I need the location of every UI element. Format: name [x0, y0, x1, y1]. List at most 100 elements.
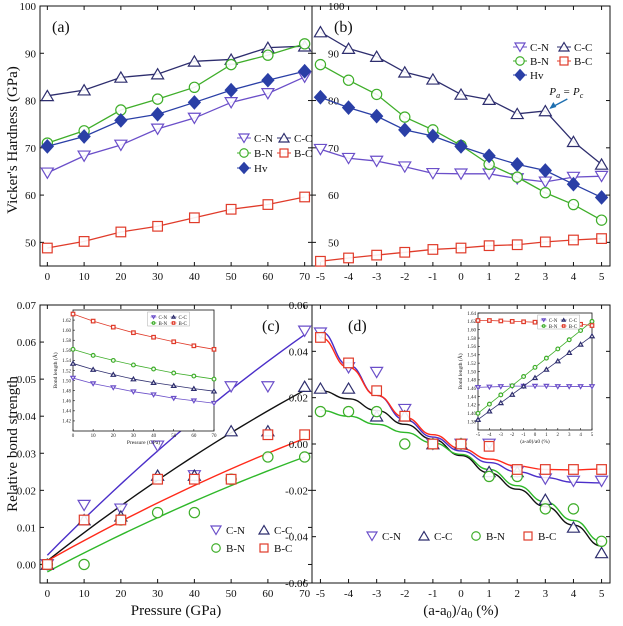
panel-b-xtick-label: -2	[400, 271, 409, 283]
panel-c-inset-legend-label-b-n: B-N	[159, 322, 168, 327]
panel-a-point-c-c	[40, 89, 55, 102]
panel-c-inset-line-b-n	[72, 348, 215, 380]
panel-d-inset-point-b-n	[555, 346, 561, 352]
panel-d-inset-point-b-n	[578, 328, 584, 334]
panel-c: 0 10 20 30 40 50 60 70 0.00 0.01 0.02 0.03 0.04 0.05 0…	[17, 300, 312, 600]
panel-d-xtick-label: 2	[514, 588, 520, 600]
panel-b-point-c-n	[341, 152, 356, 165]
panel-b-annotation: Pa = Pc	[548, 86, 583, 100]
panel-d-inset-legend-label-c-c: C-C	[569, 319, 578, 324]
panel-b-point-c-c	[594, 157, 609, 170]
panel-d-ytick-label: 0.02	[289, 393, 308, 405]
panel-b-point-c-c	[482, 93, 497, 105]
panel-b-legend-marker-hv	[514, 68, 526, 82]
panel-d-inset-legend-marker-b-n	[541, 324, 546, 328]
panel-d-inset-xtick-label: 0	[534, 433, 537, 438]
panel-b-xtick-label: 3	[543, 271, 549, 283]
panel-a-point-c-n	[150, 123, 165, 136]
panel-b-point-c-n	[425, 167, 440, 180]
panel-a-point-b-c	[299, 191, 311, 203]
panel-c-point-b-c	[225, 473, 237, 485]
panel-b-point-c-n	[369, 155, 384, 168]
panel-b-point-hv	[566, 176, 581, 192]
panel-d-point-c-n	[397, 403, 412, 416]
panel-b-point-hv	[398, 122, 412, 138]
y-axis-title-top: Vicker's Hardness (GPa)	[5, 66, 21, 214]
panel-a-ytick-label: 70	[25, 143, 37, 155]
panel-c-ytick-label: 0.03	[17, 448, 37, 460]
panel-b-point-b-n	[595, 214, 608, 226]
panel-d-legend-label-c-c: C-C	[434, 531, 452, 543]
panel-c-inset-point-c-n	[130, 389, 137, 395]
panel-d-ytick-label: 0.00	[289, 439, 309, 451]
panel-a-point-b-n	[225, 58, 237, 71]
panel-a-point-c-c	[150, 67, 165, 80]
panel-c-label: (c)	[262, 318, 280, 335]
panel-d-inset-point-b-c	[589, 323, 595, 328]
panel-d-xtick-label: -5	[316, 588, 326, 600]
panel-c-inset-xtick-label: 0	[72, 434, 75, 439]
y-axis-title-bottom: Relative bond strength	[5, 376, 21, 512]
panel-c-inset-point-c-c	[210, 388, 218, 394]
panel-c-fit-b-c	[47, 437, 305, 562]
panel-b-point-c-c	[425, 72, 440, 85]
panel-c-inset-ytick-label: 1.62	[62, 319, 71, 324]
panel-d-point-c-n	[566, 475, 581, 488]
panel-d-inset-frame	[477, 312, 593, 431]
panel-a-series-line-b-c	[47, 196, 305, 249]
panel-c-inset-legend-label-c-n: C-N	[159, 316, 168, 321]
panel-a-point-c-c	[187, 54, 202, 67]
panel-a-series-line-c-c	[47, 45, 305, 97]
panel-c-ytick-label: 0.04	[17, 411, 37, 423]
panel-c-inset-xtick-label: 60	[191, 434, 197, 439]
panel-d-fit-b-n	[320, 409, 602, 542]
panel-a-ytick-label: 50	[25, 237, 37, 249]
panel-a-point-hv	[224, 82, 238, 98]
panel-d-legend-label-b-c: B-C	[538, 531, 556, 543]
panel-a-point-c-n	[77, 150, 92, 163]
panel-b-legend-label-c-n: C-N	[530, 42, 549, 54]
panel-b-point-c-n	[594, 170, 609, 183]
panel-d-point-b-c	[568, 464, 579, 475]
panel-c-point-b-n	[188, 506, 201, 519]
panel-b-annotation-part: a	[556, 91, 560, 100]
panel-d-inset-point-b-c	[487, 318, 492, 323]
panel-b-point-hv	[313, 89, 328, 105]
panel-a-point-b-c	[188, 212, 200, 224]
panel-a-point-b-c	[225, 203, 237, 215]
panel-c-fit-c-n	[46, 334, 306, 556]
panel-d-legend-marker-b-c	[523, 531, 533, 541]
panel-b-point-b-c	[539, 236, 551, 248]
panel-d-inset-xtick-label: 2	[557, 433, 560, 438]
panel-d-inset-xtick-label: -2	[510, 433, 515, 438]
panel-d-inset-ytick-label: 1.64	[467, 312, 476, 317]
panel-d-inset-point-b-n	[566, 337, 572, 343]
panel-b-point-b-c	[455, 242, 467, 254]
panel-b-legend-label-c-c: C-C	[574, 42, 592, 54]
panel-c-xtick-label: 40	[189, 588, 201, 600]
panel-d-point-b-c	[511, 464, 523, 475]
panel-d-inset-point-c-n	[497, 384, 505, 390]
panel-d-inset-xtick-label: 3	[568, 433, 571, 438]
panel-c-point-b-c	[299, 429, 311, 441]
panel-c-inset-point-c-n	[89, 381, 97, 387]
panel-b-point-hv	[594, 190, 609, 205]
panel-d-inset-point-c-c	[531, 374, 539, 381]
panel-c-inset-ytick-label: 1.54	[62, 359, 71, 364]
panel-a-ytick-label: 80	[25, 96, 37, 108]
panel-d-xtick-label: 4	[571, 588, 577, 600]
panel-a-ytick-label: 60	[25, 190, 37, 202]
panel-d-inset-ytick-label: 1.38	[467, 420, 476, 425]
panel-a-point-b-n	[298, 38, 311, 50]
x-axis-title-right-part2: )/a	[452, 603, 468, 619]
panel-c-point-c-n	[224, 381, 239, 394]
panel-b-point-hv	[482, 148, 496, 164]
panel-a-point-b-n	[188, 81, 201, 94]
panel-b-annotation-arrowhead	[549, 101, 557, 109]
panel-c-inset-xlabel: Pressure (GPa)	[127, 439, 160, 446]
panel-b-point-c-n	[453, 168, 469, 181]
panel-d-inset-point-c-c	[497, 399, 505, 406]
panel-c-inset-point-b-n	[151, 366, 157, 372]
panel-d-legend-label-b-n: B-N	[486, 531, 505, 543]
panel-c-ytick-label: 0.06	[17, 337, 37, 349]
